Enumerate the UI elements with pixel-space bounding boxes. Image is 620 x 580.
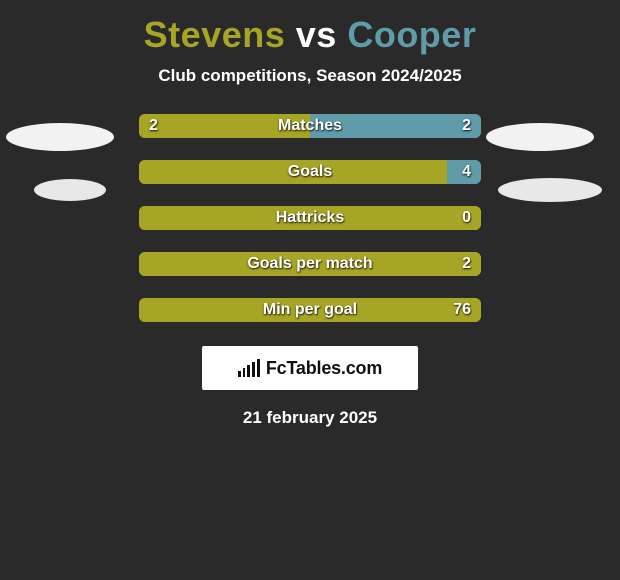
vs-word: vs [296,14,337,55]
decorative-ellipse [34,179,106,201]
stat-label: Hattricks [276,209,344,227]
stat-label: Matches [278,117,342,135]
stat-value-right: 76 [453,301,471,319]
stat-label: Goals [288,163,332,181]
stat-value-right: 4 [462,163,471,181]
stat-value-right: 2 [462,117,471,135]
stat-row: 0 Hattricks [139,206,481,230]
player1-name: Stevens [144,14,286,55]
chart-icon [238,359,260,377]
page-title: Stevens vs Cooper [0,0,620,56]
stat-value-right: 0 [462,209,471,227]
stat-label: Min per goal [263,301,357,319]
player2-name: Cooper [347,14,476,55]
logo-text: FcTables.com [266,358,382,379]
stat-row: 2 Goals per match [139,252,481,276]
subtitle: Club competitions, Season 2024/2025 [0,66,620,86]
decorative-ellipse [498,178,602,202]
date: 21 february 2025 [0,408,620,428]
stat-row: 76 Min per goal [139,298,481,322]
stat-value-left: 2 [149,117,158,135]
stat-row: 4 Goals [139,160,481,184]
stat-row: 2 2 Matches [139,114,481,138]
logo-card: FcTables.com [202,346,418,390]
comparison-infographic: Stevens vs Cooper Club competitions, Sea… [0,0,620,580]
decorative-ellipse [486,123,594,151]
stat-value-right: 2 [462,255,471,273]
decorative-ellipse [6,123,114,151]
stat-label: Goals per match [247,255,372,273]
